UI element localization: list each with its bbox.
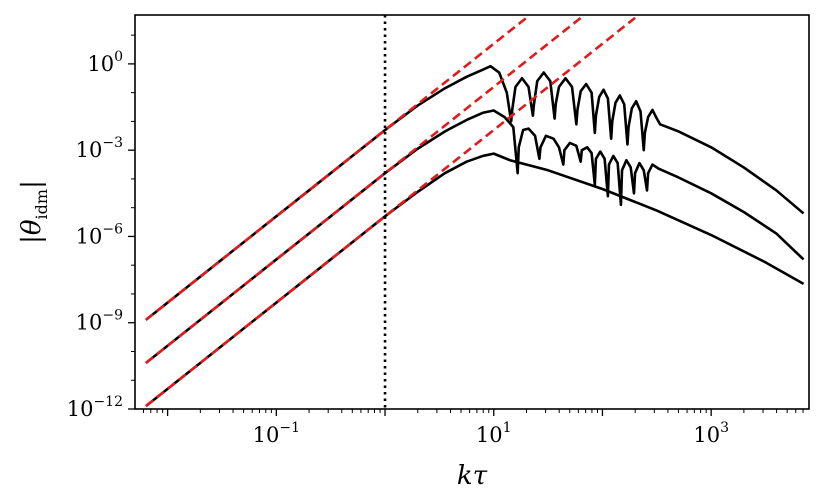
x-axis: 10−1 101 103: [142, 409, 804, 447]
y-tick-label: 10−9: [76, 308, 123, 335]
plot-frame: [134, 14, 810, 410]
asymptote-line-3: [145, 16, 528, 321]
x-tick-label: 10−1: [253, 420, 300, 447]
y-axis: 100 10−3 10−6 10−9 10−12: [67, 34, 135, 421]
asymptote-line-4: [145, 16, 582, 365]
x-tick-label: 101: [476, 420, 512, 447]
y-tick-label: 10−3: [76, 135, 123, 162]
y-tick-label: 10−12: [67, 394, 123, 421]
y-tick-label: 100: [87, 49, 123, 76]
plot-area: [135, 15, 809, 409]
series-layer: [145, 16, 805, 408]
x-axis-title: kτ: [457, 461, 488, 491]
x-tick-label: 103: [693, 420, 729, 447]
asymptote-line-5: [145, 16, 636, 408]
series-line-1: [145, 109, 805, 365]
y-axis-title: |θidm|: [17, 180, 51, 244]
y-tick-label: 10−6: [76, 221, 123, 248]
series-line-0: [145, 64, 805, 321]
